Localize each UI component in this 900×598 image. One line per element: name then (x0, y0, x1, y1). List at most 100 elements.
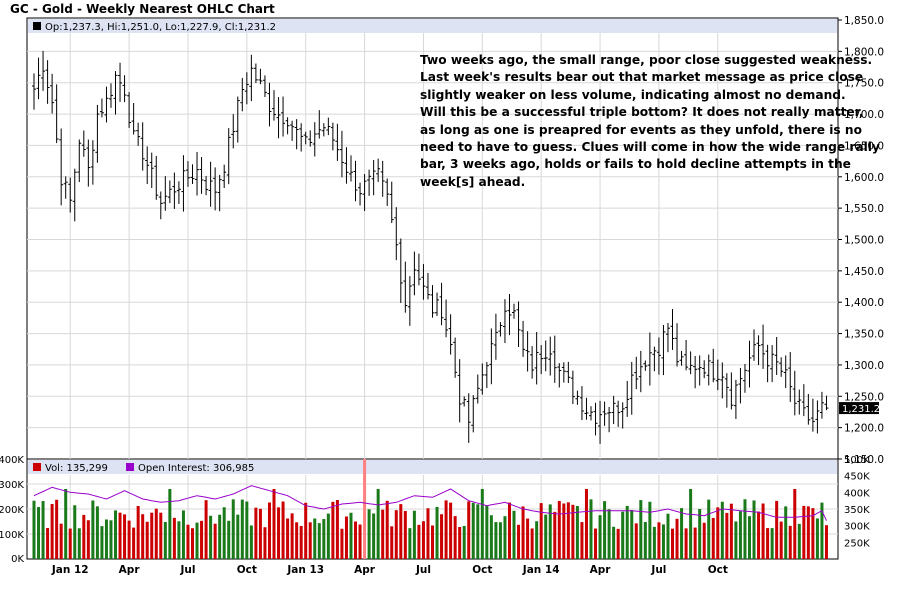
x-tick-label: Jul (650, 564, 666, 576)
ohlc-bar (761, 324, 766, 369)
volume-bar (190, 528, 194, 559)
volume-bar (507, 502, 511, 559)
ohlc-bar (231, 114, 236, 149)
ohlc-bar (688, 351, 693, 375)
ohlc-bar (634, 356, 639, 390)
volume-tick-label: 100K (0, 530, 24, 541)
ohlc-bar (788, 352, 793, 402)
volume-legend-swatch (33, 463, 41, 471)
volume-bar (195, 522, 199, 559)
ohlc-bar (41, 50, 46, 91)
ohlc-bar (516, 301, 521, 347)
price-tick-label: 1,150.0 (844, 454, 884, 466)
volume-bar (240, 499, 244, 559)
ohlc-bar (285, 117, 290, 135)
ohlc-bar (607, 406, 612, 433)
ohlc-bar (670, 309, 675, 350)
ohlc-bar (593, 402, 598, 436)
ohlc-bar (493, 313, 498, 360)
ohlc-bar (598, 400, 603, 444)
price-tick-label: 1,600.0 (844, 172, 884, 184)
volume-bar (426, 508, 430, 559)
volume-bar (64, 489, 68, 559)
ohlc-bar (81, 130, 86, 157)
last-price-label: 1,231.2 (842, 404, 880, 415)
volume-bar (489, 515, 493, 559)
ohlc-bar (389, 181, 394, 224)
ohlc-bar (629, 361, 634, 415)
volume-bar (625, 505, 629, 559)
volume-bar (222, 507, 226, 559)
volume-bar (132, 527, 136, 559)
price-tick-label: 1,300.0 (844, 360, 884, 372)
volume-bar (548, 504, 552, 559)
ohlc-bar (199, 157, 204, 194)
ohlc-bar (326, 117, 331, 136)
x-tick-label: Apr (590, 564, 612, 576)
ohlc-bar (308, 130, 313, 147)
volume-bar (584, 489, 588, 559)
volume-bar (815, 518, 819, 559)
ohlc-bar (792, 370, 797, 416)
annotation-line: bar, 3 weeks ago, holds or fails to hold… (420, 157, 851, 172)
ohlc-bar (195, 151, 200, 196)
volume-bar (172, 517, 176, 559)
ohlc-bar (358, 182, 363, 206)
volume-bar (204, 500, 208, 559)
ohlc-bar (222, 164, 227, 188)
x-tick-label: Jul (179, 564, 195, 576)
volume-bar (168, 489, 172, 559)
volume-bar (326, 513, 330, 559)
annotation-line: Two weeks ago, the small range, poor clo… (420, 53, 873, 67)
ohlc-bar (312, 122, 317, 157)
price-tick-label: 1,700.0 (844, 109, 884, 121)
volume-bar (258, 508, 262, 559)
ohlc-bar (376, 158, 381, 182)
ohlc-bar (693, 355, 698, 389)
ohlc-bar (154, 155, 159, 200)
volume-bar (150, 512, 154, 559)
ohlc-bar (317, 110, 322, 139)
volume-bar (684, 528, 688, 559)
ohlc-bar (702, 360, 707, 379)
volume-bar (811, 508, 815, 559)
ohlc-bar (185, 161, 190, 187)
ohlc-bar (294, 119, 299, 150)
volume-bar (824, 525, 828, 559)
volume-bar (41, 501, 45, 559)
ohlc-bar (90, 140, 95, 185)
ohlc-bar (290, 120, 295, 141)
volume-bar (408, 528, 412, 559)
ohlc-bar (489, 328, 494, 385)
volume-bar (86, 520, 90, 559)
volume-bar (517, 524, 521, 559)
ohlc-bar (267, 82, 272, 127)
ohlc-bar (403, 261, 408, 313)
volume-bar (621, 511, 625, 559)
ohlc-bar (462, 396, 467, 407)
volume-bar (752, 500, 756, 559)
ohlc-bar (616, 400, 621, 427)
oi-tick-label: 350K (844, 505, 870, 516)
ohlc-bar (457, 359, 462, 423)
volume-bar (553, 511, 557, 559)
ohlc-bar (715, 359, 720, 391)
volume-bar (738, 511, 742, 559)
volume-bar (802, 505, 806, 559)
volume-bar (322, 519, 326, 559)
volume-tick-label: 400K (0, 455, 24, 466)
ohlc-bar (815, 400, 820, 434)
volume-bar (793, 489, 797, 559)
oi-tick-label: 450K (844, 472, 870, 483)
ohlc-bar (706, 354, 711, 386)
ohlc-bar (425, 272, 430, 300)
volume-tick-label: 0K (11, 554, 24, 565)
price-legend-swatch (33, 22, 41, 30)
volume-bar (806, 506, 810, 559)
ohlc-bar (149, 152, 154, 188)
ohlc-bar (774, 337, 779, 376)
ohlc-bar (652, 346, 657, 372)
volume-bar (376, 489, 380, 559)
oi-tick-label: 250K (844, 538, 870, 549)
ohlc-bar (444, 299, 449, 338)
